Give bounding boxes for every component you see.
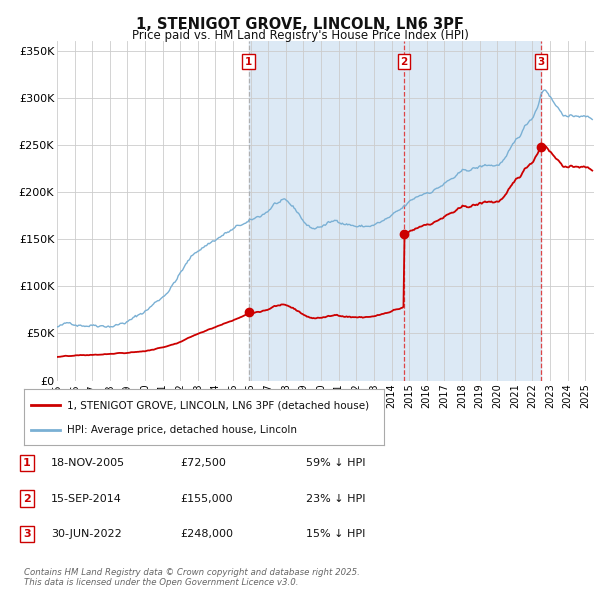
Text: 23% ↓ HPI: 23% ↓ HPI	[306, 494, 365, 503]
Text: 18-NOV-2005: 18-NOV-2005	[51, 458, 125, 468]
Text: 1: 1	[23, 458, 31, 468]
Text: 3: 3	[538, 57, 545, 67]
Text: 15-SEP-2014: 15-SEP-2014	[51, 494, 122, 503]
Text: 59% ↓ HPI: 59% ↓ HPI	[306, 458, 365, 468]
Text: 1: 1	[245, 57, 252, 67]
Text: Price paid vs. HM Land Registry's House Price Index (HPI): Price paid vs. HM Land Registry's House …	[131, 30, 469, 42]
Text: 2: 2	[400, 57, 407, 67]
Text: 2: 2	[23, 494, 31, 503]
Text: 30-JUN-2022: 30-JUN-2022	[51, 529, 122, 539]
Text: 3: 3	[23, 529, 31, 539]
Text: 1, STENIGOT GROVE, LINCOLN, LN6 3PF: 1, STENIGOT GROVE, LINCOLN, LN6 3PF	[136, 18, 464, 32]
Text: Contains HM Land Registry data © Crown copyright and database right 2025.
This d: Contains HM Land Registry data © Crown c…	[24, 568, 360, 587]
Text: 1, STENIGOT GROVE, LINCOLN, LN6 3PF (detached house): 1, STENIGOT GROVE, LINCOLN, LN6 3PF (det…	[67, 400, 370, 410]
Text: £248,000: £248,000	[180, 529, 233, 539]
Text: £72,500: £72,500	[180, 458, 226, 468]
Text: HPI: Average price, detached house, Lincoln: HPI: Average price, detached house, Linc…	[67, 425, 297, 435]
Text: £155,000: £155,000	[180, 494, 233, 503]
Text: 15% ↓ HPI: 15% ↓ HPI	[306, 529, 365, 539]
Bar	[248, 41, 541, 381]
